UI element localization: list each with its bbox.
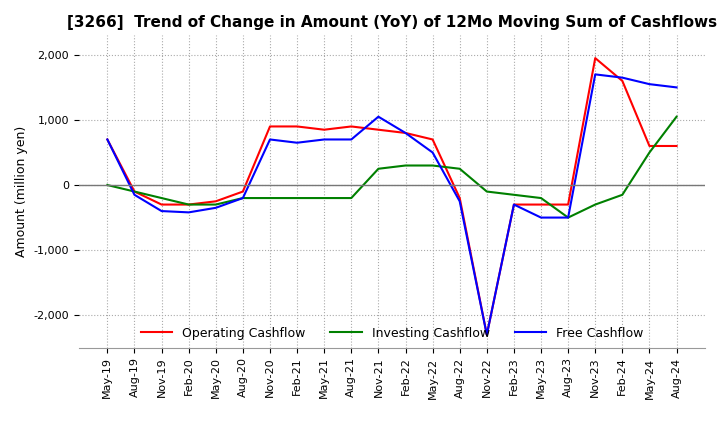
Investing Cashflow [374,166,383,172]
Free Cashflow [618,75,626,80]
Free Cashflow [455,199,464,204]
Investing Cashflow [293,195,302,201]
Free Cashflow [591,72,600,77]
Operating Cashflow [320,127,328,132]
Operating Cashflow [157,202,166,207]
Investing Cashflow [564,215,572,220]
Investing Cashflow [347,195,356,201]
Line: Free Cashflow: Free Cashflow [107,74,677,335]
Operating Cashflow [293,124,302,129]
Operating Cashflow [184,202,193,207]
Free Cashflow [536,215,545,220]
Free Cashflow [401,130,410,136]
Investing Cashflow [401,163,410,168]
Investing Cashflow [428,163,437,168]
Investing Cashflow [266,195,274,201]
Free Cashflow [266,137,274,142]
Free Cashflow [130,192,139,198]
Operating Cashflow [266,124,274,129]
Investing Cashflow [157,195,166,201]
Operating Cashflow [536,202,545,207]
Free Cashflow [320,137,328,142]
Free Cashflow [212,205,220,210]
Investing Cashflow [103,183,112,188]
Operating Cashflow [130,189,139,194]
Investing Cashflow [591,202,600,207]
Operating Cashflow [482,332,491,337]
Legend: Operating Cashflow, Investing Cashflow, Free Cashflow: Operating Cashflow, Investing Cashflow, … [135,322,648,345]
Operating Cashflow [238,189,247,194]
Free Cashflow [482,332,491,337]
Free Cashflow [293,140,302,145]
Free Cashflow [157,209,166,214]
Investing Cashflow [320,195,328,201]
Free Cashflow [238,195,247,201]
Operating Cashflow [347,124,356,129]
Operating Cashflow [645,143,654,149]
Free Cashflow [103,137,112,142]
Free Cashflow [428,150,437,155]
Operating Cashflow [510,202,518,207]
Operating Cashflow [374,127,383,132]
Operating Cashflow [401,130,410,136]
Free Cashflow [347,137,356,142]
Line: Operating Cashflow: Operating Cashflow [107,58,677,335]
Free Cashflow [510,202,518,207]
Investing Cashflow [536,195,545,201]
Investing Cashflow [455,166,464,172]
Investing Cashflow [645,150,654,155]
Investing Cashflow [130,189,139,194]
Operating Cashflow [212,199,220,204]
Investing Cashflow [618,192,626,198]
Title: [3266]  Trend of Change in Amount (YoY) of 12Mo Moving Sum of Cashflows: [3266] Trend of Change in Amount (YoY) o… [67,15,717,30]
Operating Cashflow [672,143,681,149]
Free Cashflow [184,210,193,215]
Investing Cashflow [672,114,681,119]
Investing Cashflow [482,189,491,194]
Operating Cashflow [103,137,112,142]
Free Cashflow [374,114,383,119]
Operating Cashflow [618,78,626,84]
Free Cashflow [672,85,681,90]
Free Cashflow [645,81,654,87]
Free Cashflow [564,215,572,220]
Investing Cashflow [184,202,193,207]
Line: Investing Cashflow: Investing Cashflow [107,117,677,217]
Investing Cashflow [238,195,247,201]
Y-axis label: Amount (million yen): Amount (million yen) [15,126,28,257]
Investing Cashflow [212,202,220,207]
Operating Cashflow [428,137,437,142]
Operating Cashflow [455,195,464,201]
Investing Cashflow [510,192,518,198]
Operating Cashflow [564,202,572,207]
Operating Cashflow [591,55,600,61]
